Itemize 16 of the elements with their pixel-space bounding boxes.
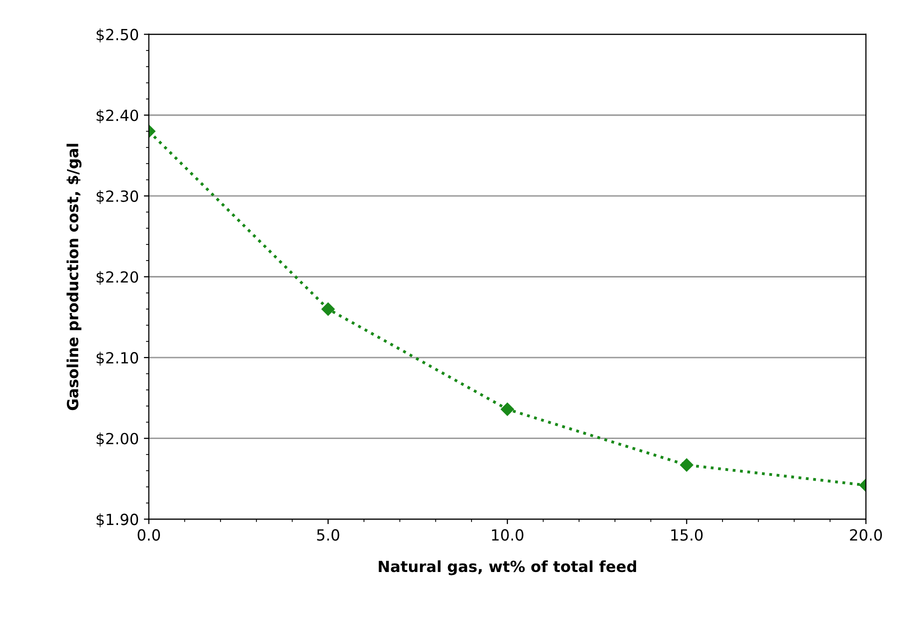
y-tick-label: $2.40 bbox=[96, 109, 138, 124]
point bbox=[322, 302, 335, 316]
y-tick-label: $2.50 bbox=[96, 28, 138, 42]
y-tick-label: $2.10 bbox=[96, 352, 138, 366]
x-tick-label: 5.0 bbox=[317, 529, 340, 541]
point bbox=[500, 402, 514, 416]
x-tick-label: 20.0 bbox=[850, 529, 882, 541]
x-tick-label: 10.0 bbox=[492, 529, 524, 541]
y-axis-title: Gasoline production cost, $/gal bbox=[66, 144, 82, 410]
y-tick-label: $1.90 bbox=[96, 513, 138, 528]
y-tick-label: $2.20 bbox=[96, 270, 138, 285]
x-axis-title: Natural gas, wt% of total feed bbox=[378, 560, 636, 576]
x-tick-label: 0.0 bbox=[138, 529, 160, 541]
x-tick-label: 15.0 bbox=[671, 529, 703, 541]
y-tick-label: $2.00 bbox=[96, 432, 138, 446]
y-tick-label: $2.30 bbox=[96, 190, 138, 204]
